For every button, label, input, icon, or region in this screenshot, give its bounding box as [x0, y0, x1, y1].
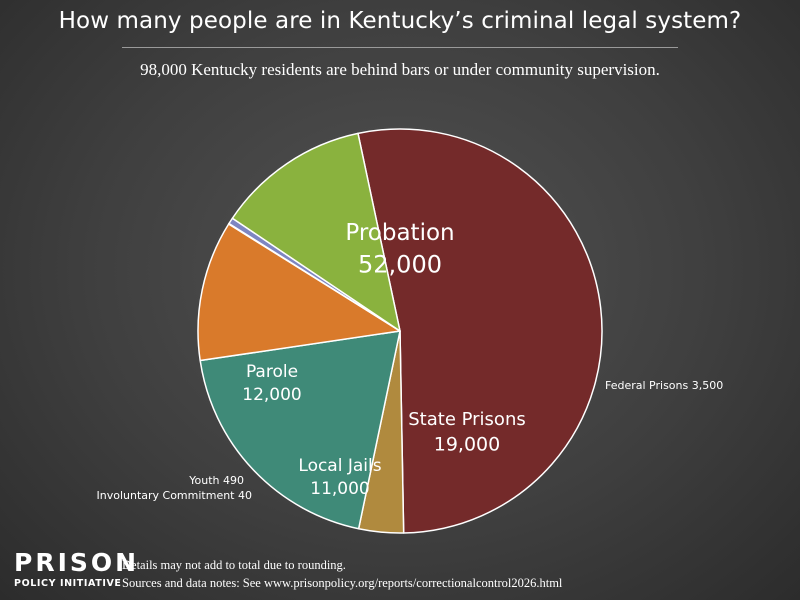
- chart-subtitle: 98,000 Kentucky residents are behind bar…: [140, 60, 660, 79]
- chart-title: How many people are in Kentucky’s crimin…: [58, 8, 742, 34]
- slice-label-federal-prisons: Federal Prisons 3,500: [605, 379, 723, 392]
- logo-wordmark: PRISON: [14, 548, 140, 577]
- pie-slice-parole: [231, 132, 401, 332]
- slice-value-probation: 52,000: [358, 250, 442, 278]
- slice-value-parole: 12,000: [242, 385, 301, 405]
- slice-value-state-prisons: 19,000: [434, 434, 500, 456]
- slice-label-involuntary-commitment: Involuntary Commitment 40: [96, 489, 252, 502]
- title-divider: [122, 47, 678, 48]
- slice-label-parole: Parole: [246, 362, 298, 382]
- slice-label-state-prisons: State Prisons: [408, 409, 525, 430]
- slice-label-probation: Probation: [345, 220, 454, 246]
- pie-slice-state-prisons: [199, 330, 401, 530]
- slice-label-youth: Youth 490: [188, 474, 244, 487]
- slice-label-local-jails: Local Jails: [298, 456, 381, 476]
- footnote-sources: Sources and data notes: See www.prisonpo…: [122, 576, 563, 590]
- footnote-rounding: Details may not add to total due to roun…: [122, 558, 346, 572]
- logo-subtitle: POLICY INITIATIVE: [14, 578, 122, 589]
- slice-value-local-jails: 11,000: [310, 479, 369, 499]
- pie-slice-probation: [357, 128, 603, 534]
- pie-slice-local-jails: [197, 223, 401, 362]
